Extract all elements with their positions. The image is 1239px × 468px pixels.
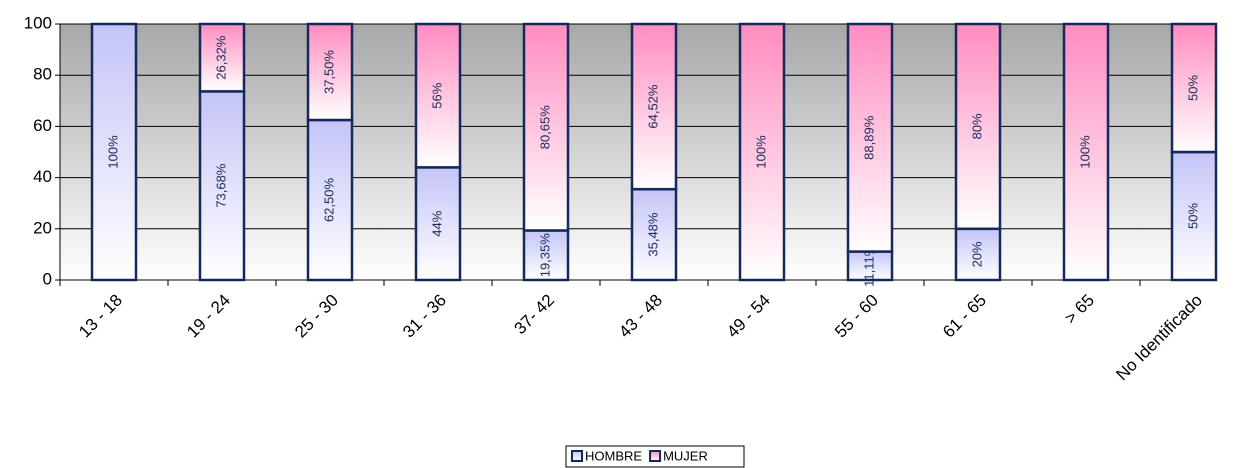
x-tick-label: 31 - 36 xyxy=(399,291,450,342)
data-label: 50% xyxy=(1185,75,1200,101)
data-label: 11,11% xyxy=(861,244,876,287)
data-label: 37,50% xyxy=(321,50,336,95)
data-label: 56% xyxy=(429,82,444,108)
y-tick-label: 80 xyxy=(33,65,52,84)
legend-swatch xyxy=(649,450,662,462)
y-tick-label: 100 xyxy=(24,13,52,32)
y-tick-label: 40 xyxy=(33,167,52,186)
bar-segment xyxy=(1170,22,1218,154)
data-label: 62,50% xyxy=(321,178,336,223)
data-label: 64,52% xyxy=(645,84,660,129)
bar-segment xyxy=(522,22,570,232)
x-tick-label: 37- 42 xyxy=(510,291,558,339)
y-tick-label: 0 xyxy=(43,269,52,288)
data-label: 100% xyxy=(1077,135,1092,169)
data-label: 80% xyxy=(969,113,984,139)
data-label: 19,35% xyxy=(537,233,552,278)
x-tick-label: > 65 xyxy=(1061,291,1098,328)
bar-segment xyxy=(1170,150,1218,282)
x-tick-label: 49 - 54 xyxy=(723,291,774,342)
bar-segment xyxy=(738,22,786,282)
data-label: 100% xyxy=(753,135,768,169)
y-tick-label: 20 xyxy=(33,218,52,237)
data-label: 35,48% xyxy=(645,212,660,257)
bar-segment xyxy=(198,22,246,93)
data-label: 73,68% xyxy=(213,163,228,208)
legend-label: MUJER xyxy=(663,448,708,463)
bar-segment xyxy=(846,250,894,282)
x-tick-label: 61 - 65 xyxy=(939,291,990,342)
bar-segment xyxy=(954,22,1002,231)
data-label: 20% xyxy=(969,241,984,267)
bar-segment xyxy=(630,187,678,282)
legend-label: HOMBRE xyxy=(585,448,642,463)
bar-segment xyxy=(630,22,678,191)
y-tick-label: 60 xyxy=(33,116,52,135)
x-tick-label: 25 - 30 xyxy=(291,291,342,342)
x-tick-label: 55 - 60 xyxy=(831,291,882,342)
bar-segment xyxy=(414,22,462,169)
x-tick-label: 43 - 48 xyxy=(615,291,666,342)
data-label: 80,65% xyxy=(537,105,552,150)
bar-segment xyxy=(306,118,354,282)
bar-segment xyxy=(414,166,462,282)
data-label: 26,32% xyxy=(213,35,228,80)
data-label: 50% xyxy=(1185,203,1200,229)
data-label: 44% xyxy=(429,210,444,236)
x-tick-label: No Identificado xyxy=(1112,291,1206,385)
legend-swatch xyxy=(571,450,583,462)
data-label: 88,89% xyxy=(861,115,876,160)
data-label: 100% xyxy=(105,135,120,169)
bar-segment xyxy=(306,22,354,122)
bar-segment xyxy=(846,22,894,253)
bar-segment xyxy=(198,90,246,282)
bar-segment xyxy=(90,22,138,282)
legend: HOMBRE MUJER xyxy=(565,445,745,468)
bar-segment xyxy=(1062,22,1110,282)
x-tick-label: 13 - 18 xyxy=(75,291,126,342)
x-tick-label: 19 - 24 xyxy=(183,291,234,342)
